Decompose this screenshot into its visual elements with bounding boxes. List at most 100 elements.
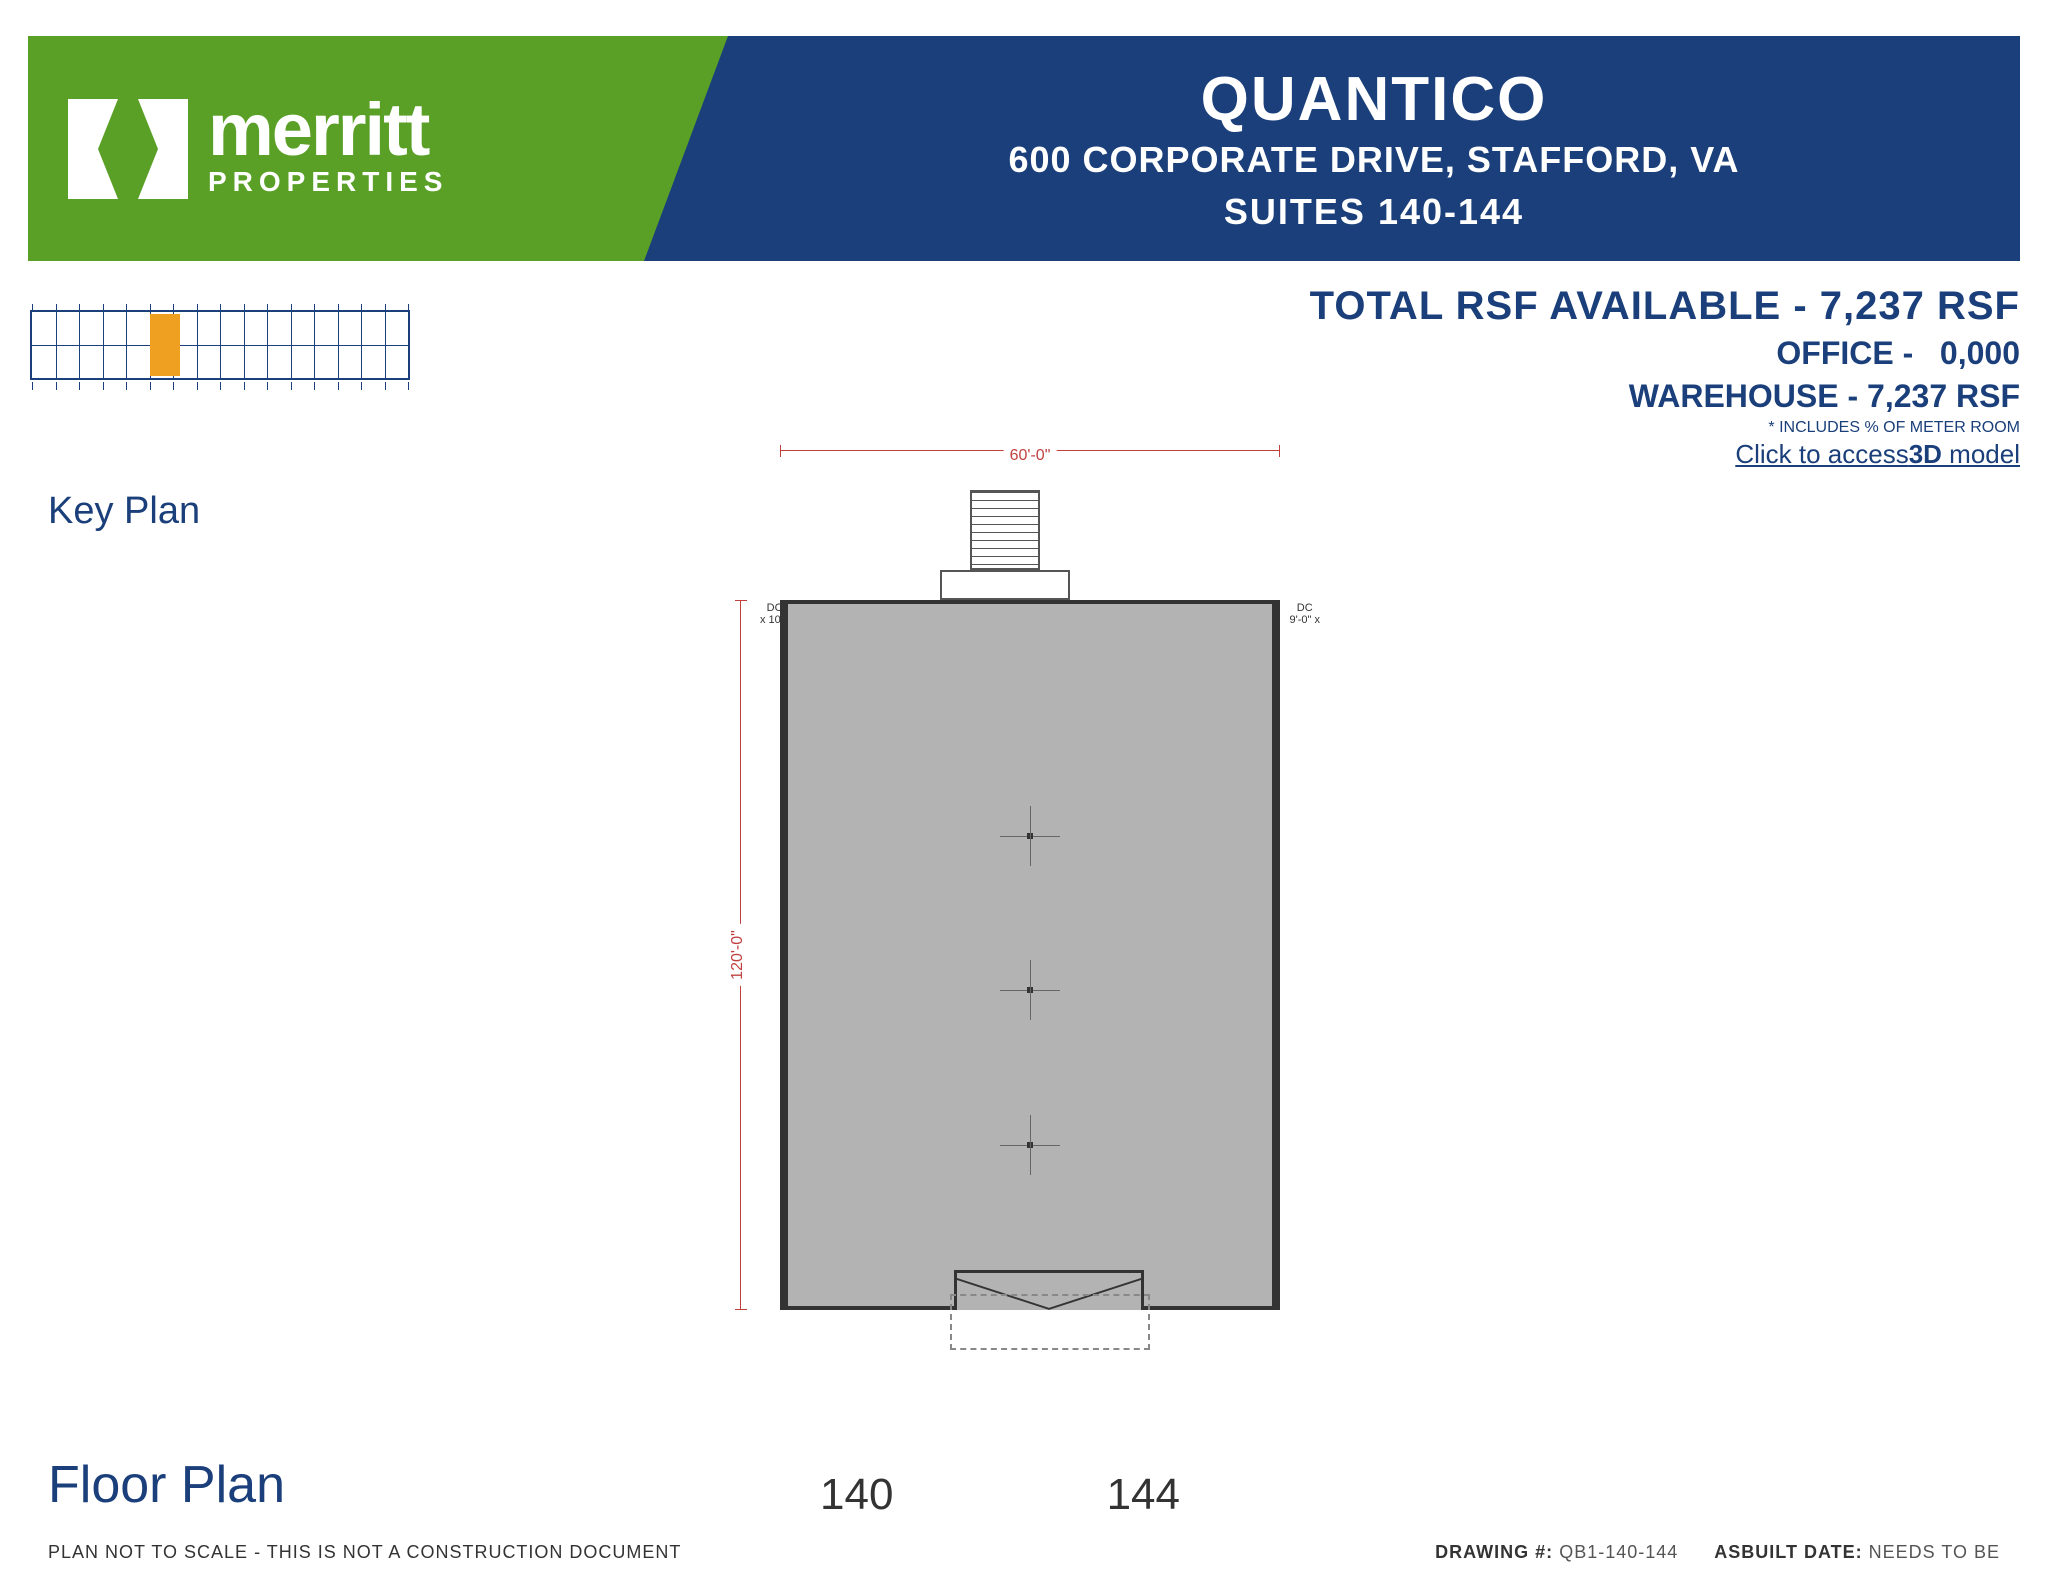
dock-label: DC 9'-0" x [1290,602,1320,626]
floor-plan-area: 60'-0" 120'-0" DCK x 10'-0"DOCK 9'-0" x … [720,440,1280,1450]
key-plan-tick [220,382,221,390]
property-suites: SUITES 140-144 [1224,191,1524,233]
drawing-num-label: DRAWING #: [1435,1542,1553,1562]
key-plan-tick [56,382,57,390]
link-bold: 3D [1909,439,1942,469]
key-plan-tick [56,304,57,312]
brand-subline: PROPERTIES [208,166,448,198]
key-plan-tick [291,382,292,390]
key-plan-gridline [220,312,221,378]
dimension-height: 120'-0" [729,924,747,986]
key-plan-tick [197,382,198,390]
key-plan-tick [267,304,268,312]
office-label: OFFICE - [1776,335,1913,371]
key-plan-tick [244,382,245,390]
drawing-info: DRAWING #: QB1-140-144 ASBUILT DATE: NEE… [1435,1542,2000,1563]
link-post: model [1942,439,2020,469]
key-plan-gridline [338,312,339,378]
column-marker-icon [1000,806,1060,866]
total-rsf: TOTAL RSF AVAILABLE - 7,237 RSF [1310,284,2020,329]
brand-logo: merritt PROPERTIES [68,99,448,199]
key-plan-tick [314,382,315,390]
key-plan-gridline [197,312,198,378]
key-plan-tick [267,382,268,390]
asbuilt-value: NEEDS TO BE [1869,1542,2000,1562]
key-plan-tick [79,304,80,312]
key-plan-tick [173,304,174,312]
key-plan-gridline [103,312,104,378]
key-plan-gridline [267,312,268,378]
key-plan-tick [291,304,292,312]
door-clearance-dash [950,1294,1150,1350]
property-address: 600 CORPORATE DRIVE, STAFFORD, VA [1008,139,1739,181]
key-plan-gridline [56,312,57,378]
column-dot-icon [1027,1142,1033,1148]
dimension-left: 120'-0" [740,600,768,1310]
key-plan-tick [338,382,339,390]
3d-model-link[interactable]: Click to access3D model [1735,439,2020,470]
meter-note: * INCLUDES % OF METER ROOM [1310,419,2020,437]
asbuilt-label: ASBUILT DATE: [1714,1542,1862,1562]
key-plan-tick [220,304,221,312]
warehouse-value: 7,237 RSF [1867,378,2020,414]
key-plan-tick [338,304,339,312]
suite-numbers: 140144 [820,1470,1180,1520]
key-plan-tick [385,304,386,312]
key-plan-tick [103,304,104,312]
column-marker-icon [1000,1115,1060,1175]
office-rsf: OFFICE - 0,000 [1310,335,2020,372]
key-plan-tick [408,382,409,390]
property-name: QUANTICO [1201,64,1548,135]
total-rsf-value: 7,237 RSF [1820,284,2020,328]
warehouse-label: WAREHOUSE - [1629,378,1858,414]
key-plan-box [30,310,410,380]
key-plan-tick [314,304,315,312]
key-plan-tick [408,304,409,312]
suite-number: 144 [1107,1470,1180,1520]
column-dot-icon [1027,987,1033,993]
dimension-width: 60'-0" [1004,447,1057,465]
total-rsf-label: TOTAL RSF AVAILABLE - [1310,284,1808,328]
key-plan-tick [150,304,151,312]
column-marker-icon [1000,960,1060,1020]
merritt-logo-icon [68,99,188,199]
stair-icon [970,490,1040,570]
link-pre: Click to access [1735,439,1908,469]
header-banner: merritt PROPERTIES QUANTICO 600 CORPORAT… [28,36,2020,261]
key-plan [30,310,410,398]
key-plan-tick [126,382,127,390]
column-dot-icon [1027,833,1033,839]
key-plan-highlight [150,314,181,376]
key-plan-tick [361,304,362,312]
key-plan-gridline [79,312,80,378]
key-plan-gridline [385,312,386,378]
header-titles: QUANTICO 600 CORPORATE DRIVE, STAFFORD, … [728,36,2020,261]
suite-footprint [780,600,1280,1310]
key-plan-label: Key Plan [48,490,200,533]
drawing-num-value: QB1-140-144 [1559,1542,1678,1562]
key-plan-tick [244,304,245,312]
key-plan-tick [173,382,174,390]
key-plan-tick [150,382,151,390]
key-plan-tick [32,304,33,312]
key-plan-tick [79,382,80,390]
key-plan-gridline [244,312,245,378]
brand-wordmark: merritt [208,99,448,162]
key-plan-tick [32,382,33,390]
key-plan-gridline [291,312,292,378]
header-brand-panel: merritt PROPERTIES [28,36,728,261]
disclaimer: PLAN NOT TO SCALE - THIS IS NOT A CONSTR… [48,1542,681,1563]
key-plan-tick [103,382,104,390]
key-plan-gridline [314,312,315,378]
dimension-top: 60'-0" [780,450,1280,478]
warehouse-rsf: WAREHOUSE - 7,237 RSF [1310,378,2020,415]
key-plan-tick [385,382,386,390]
floor-plan-label: Floor Plan [48,1455,285,1515]
key-plan-gridline [361,312,362,378]
key-plan-tick [361,382,362,390]
stair-landing [940,570,1070,600]
office-value: 0,000 [1940,335,2020,371]
key-plan-tick [197,304,198,312]
key-plan-gridline [126,312,127,378]
availability-info: TOTAL RSF AVAILABLE - 7,237 RSF OFFICE -… [1310,284,2020,470]
